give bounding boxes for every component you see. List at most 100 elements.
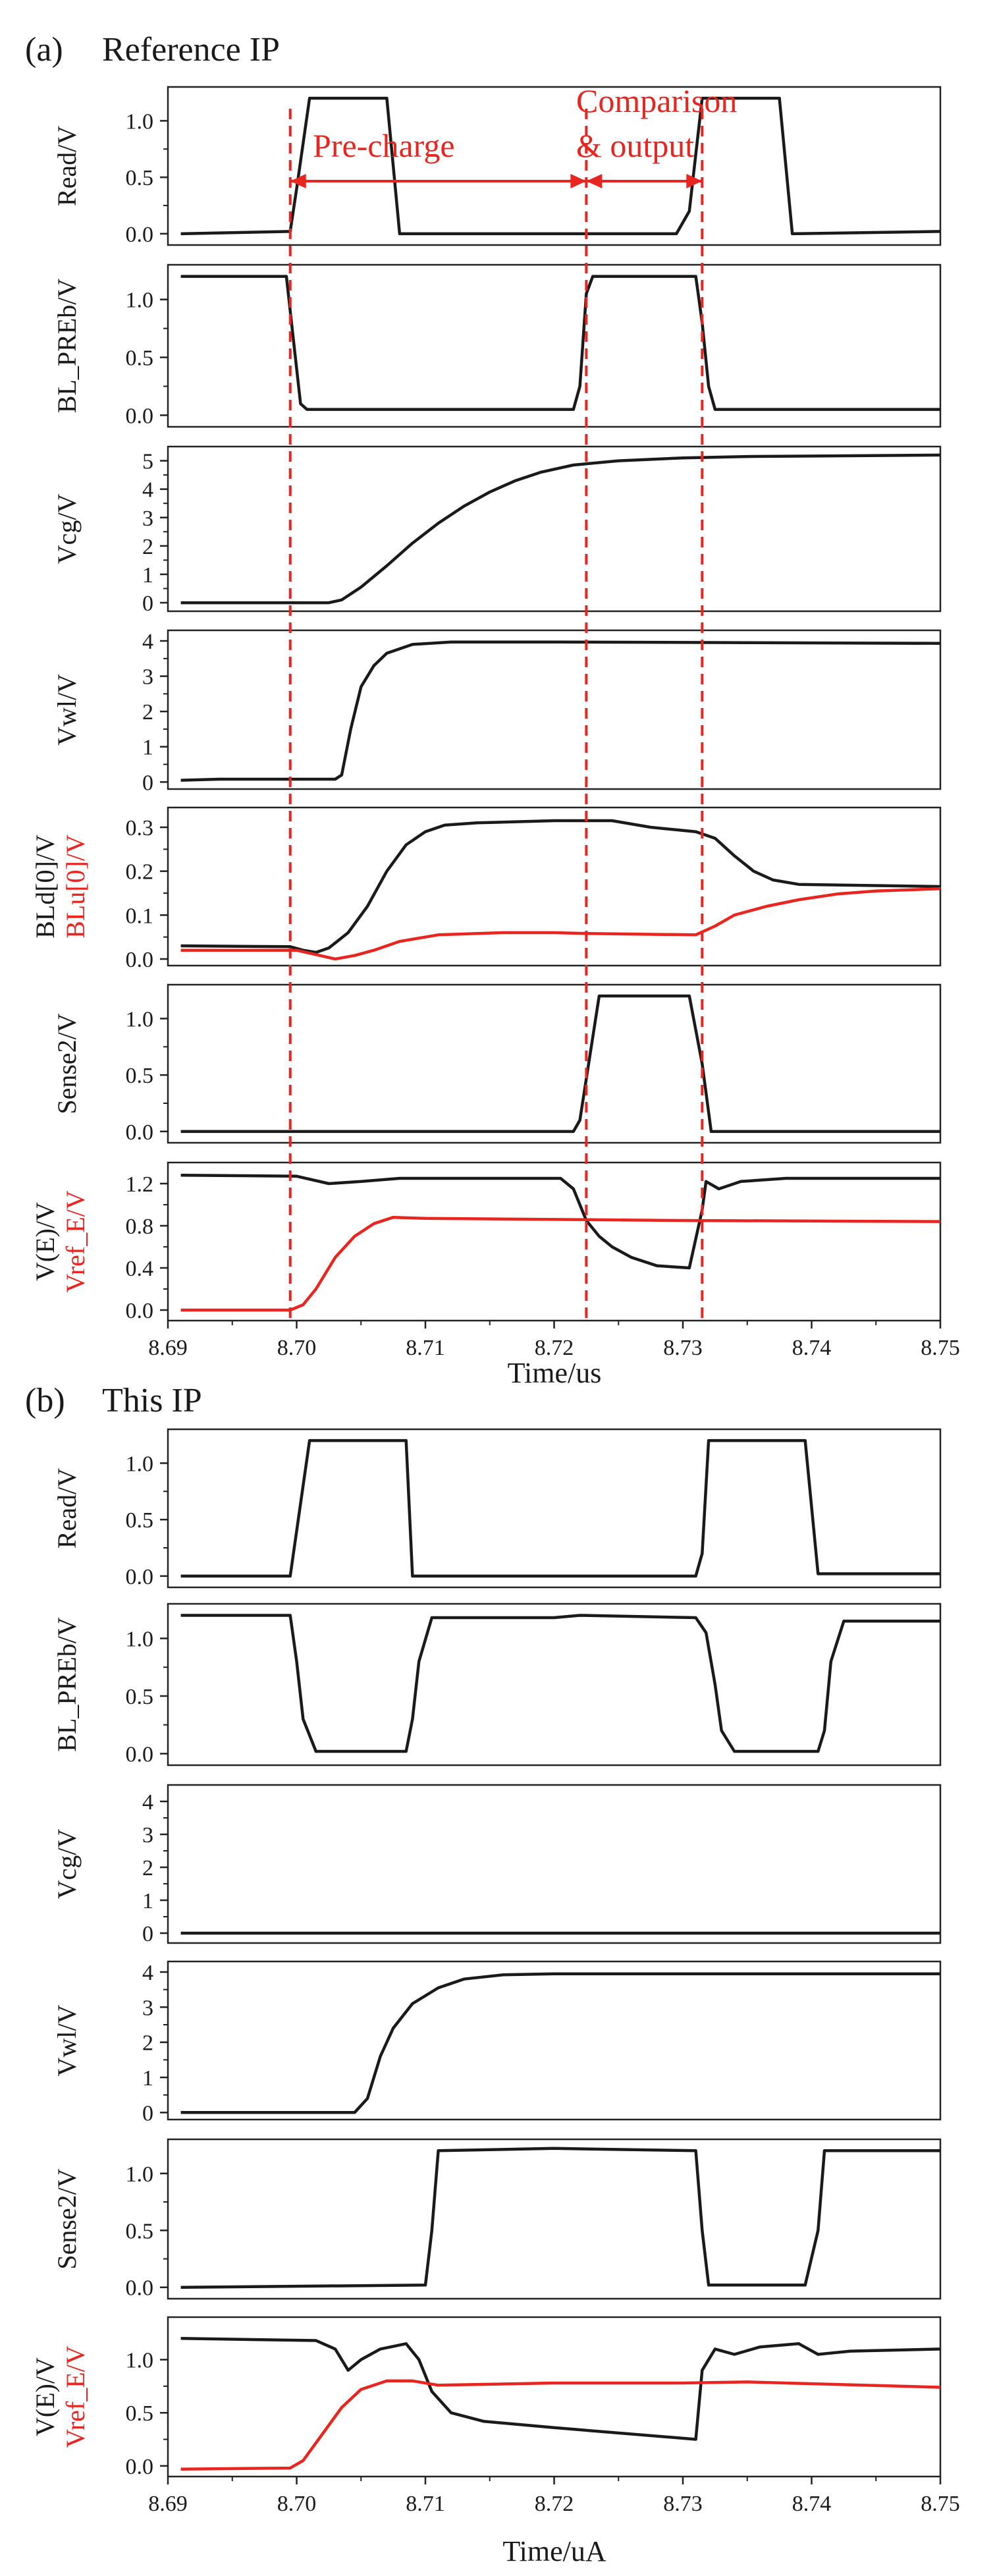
plot-frame	[167, 983, 942, 1144]
panel-b-title: This IP	[102, 1382, 202, 1419]
y-tick-label: 5	[142, 450, 153, 474]
y-tick-label: 1.0	[126, 1452, 154, 1476]
y-tick-label: 1.0	[126, 2162, 154, 2187]
x-tick-label: 8.71	[406, 1336, 445, 1360]
y-tick-label: 1	[142, 2066, 153, 2091]
plot-frame	[167, 1161, 942, 1322]
arrow-head-left	[586, 174, 603, 188]
y-tick-label: 1.0	[126, 1628, 154, 1652]
plot-frame	[167, 445, 942, 613]
series-line-blu-0-	[180, 887, 941, 961]
x-tick-label: 8.72	[535, 1336, 574, 1360]
y-axis-label: Vcg/V	[52, 1829, 82, 1900]
plot-frame	[167, 263, 942, 428]
x-tick-label: 8.74	[792, 2492, 832, 2516]
panel-a-label: (a)	[25, 31, 63, 69]
y-tick-label: 0	[142, 771, 153, 795]
y-tick-label: 0.5	[126, 1064, 154, 1088]
series-line-vwl	[180, 640, 941, 782]
y-tick-label: 0.0	[126, 1565, 154, 1589]
x-tick-label: 8.71	[406, 2492, 445, 2516]
y-tick-label: 0.0	[126, 1743, 154, 1767]
y-axis-label-secondary: Vref_E/V	[61, 1190, 90, 1292]
y-tick-label: 0.0	[126, 948, 154, 972]
y-tick-label: 1	[142, 736, 153, 760]
y-tick-label: 1.2	[126, 1172, 154, 1197]
y-tick-label: 1.0	[126, 2349, 154, 2373]
comparison-annotation-line2: & output	[576, 127, 694, 164]
y-tick-label: 0.0	[126, 2455, 154, 2479]
x-tick-label: 8.75	[921, 2492, 960, 2516]
y-tick-label: 1	[142, 563, 153, 588]
series-line-bld-0-	[180, 819, 941, 954]
panel-a-xlabel: Time/us	[508, 1357, 602, 1389]
x-tick-label: 8.73	[663, 1336, 703, 1360]
x-tick-label: 8.74	[792, 1336, 832, 1360]
y-axis-label: Sense2/V	[52, 1013, 82, 1114]
plot-frame	[167, 1603, 942, 1767]
plot-frame	[167, 1428, 942, 1589]
y-tick-label: 0.0	[126, 404, 154, 428]
y-tick-label: 1.0	[126, 109, 154, 134]
y-axis-label: Vwl/V	[52, 674, 82, 746]
y-axis-label-secondary: BLu[0]/V	[61, 835, 90, 939]
subplot-sense2: 0.0 0.5 1.0 Sense2/V	[52, 2138, 942, 2301]
y-tick-label: 2	[142, 700, 153, 725]
y-tick-label: 0.1	[126, 904, 154, 928]
x-tick-label: 8.70	[277, 1336, 317, 1360]
y-tick-label: 0.5	[126, 1685, 154, 1709]
y-axis-label: V(E)/V	[30, 2357, 60, 2436]
y-tick-label: 4	[142, 478, 153, 503]
subplot-vwl: 0 1 2 3 4 Vwl/V	[52, 1960, 942, 2125]
y-axis-label-secondary: Vref_E/V	[61, 2345, 90, 2448]
precharge-arrow	[290, 174, 587, 188]
x-tick-label: 8.69	[148, 1336, 188, 1360]
y-tick-label: 0.0	[126, 223, 154, 247]
y-tick-label: 0.8	[126, 1215, 154, 1239]
subplot-vcg: 0 1 2 3 4 Vcg/V	[52, 1784, 942, 1946]
x-tick-label: 8.70	[277, 2492, 317, 2516]
y-tick-label: 1	[142, 1889, 153, 1913]
panel-b-xlabel: Time/uA	[502, 2535, 606, 2567]
subplot-read: 0.0 0.5 1.0 Read/V	[52, 1428, 942, 1589]
comparison-annotation-line1: Comparison	[576, 82, 737, 119]
y-tick-label: 3	[142, 507, 153, 531]
y-tick-label: 0.2	[126, 860, 154, 885]
series-line-v-e-	[180, 2337, 941, 2441]
plot-frame	[167, 629, 942, 790]
y-tick-label: 4	[142, 630, 153, 654]
y-axis-label: Read/V	[52, 126, 82, 206]
series-line-vwl	[180, 1972, 940, 2114]
y-tick-label: 2	[142, 535, 153, 559]
y-tick-label: 3	[142, 1823, 153, 1848]
series-line-vref-e	[180, 2379, 941, 2471]
subplot-vcg: 0 1 2 3 4 5 Vcg/V	[52, 445, 942, 616]
x-tick-label: 8.73	[663, 2492, 703, 2516]
panel-a-phase-markers: Pre-charge Comparison & output	[288, 82, 737, 1321]
plot-frame	[167, 1960, 942, 2121]
y-axis-label: Vcg/V	[52, 494, 82, 564]
y-axis-label: BL_PREb/V	[52, 279, 82, 414]
y-tick-label: 0	[142, 591, 153, 616]
y-axis-label: BLd[0]/V	[30, 835, 60, 939]
series-line-vref-e	[180, 1215, 941, 1312]
y-tick-label: 0.5	[126, 1508, 154, 1533]
y-axis-label: Sense2/V	[52, 2168, 82, 2269]
y-tick-label: 0.5	[126, 346, 154, 371]
y-tick-label: 0.0	[126, 1120, 154, 1145]
x-tick-label: 8.75	[921, 1336, 960, 1360]
series-line-bl-preb	[180, 275, 940, 411]
y-tick-label: 0.4	[126, 1257, 154, 1281]
series-line-bl-preb	[180, 1614, 940, 1753]
precharge-annotation: Pre-charge	[313, 127, 455, 164]
subplot-read: 0.0 0.5 1.0 Read/V	[52, 86, 942, 247]
y-tick-label: 3	[142, 665, 153, 690]
y-tick-label: 1.0	[126, 288, 154, 313]
subplot-bl-preb: 0.0 0.5 1.0 BL_PREb/V	[52, 1603, 942, 1767]
y-tick-label: 0.5	[126, 2401, 154, 2426]
plot-frame	[167, 86, 942, 246]
panel-b-plots: 0.0 0.5 1.0 Read/V 0.0 0.5 1.0 BL_PREb/V 0 1 2 3 4 Vc…	[30, 1428, 960, 2516]
arrow-head-right	[570, 174, 587, 188]
comparison-arrow	[586, 174, 703, 188]
